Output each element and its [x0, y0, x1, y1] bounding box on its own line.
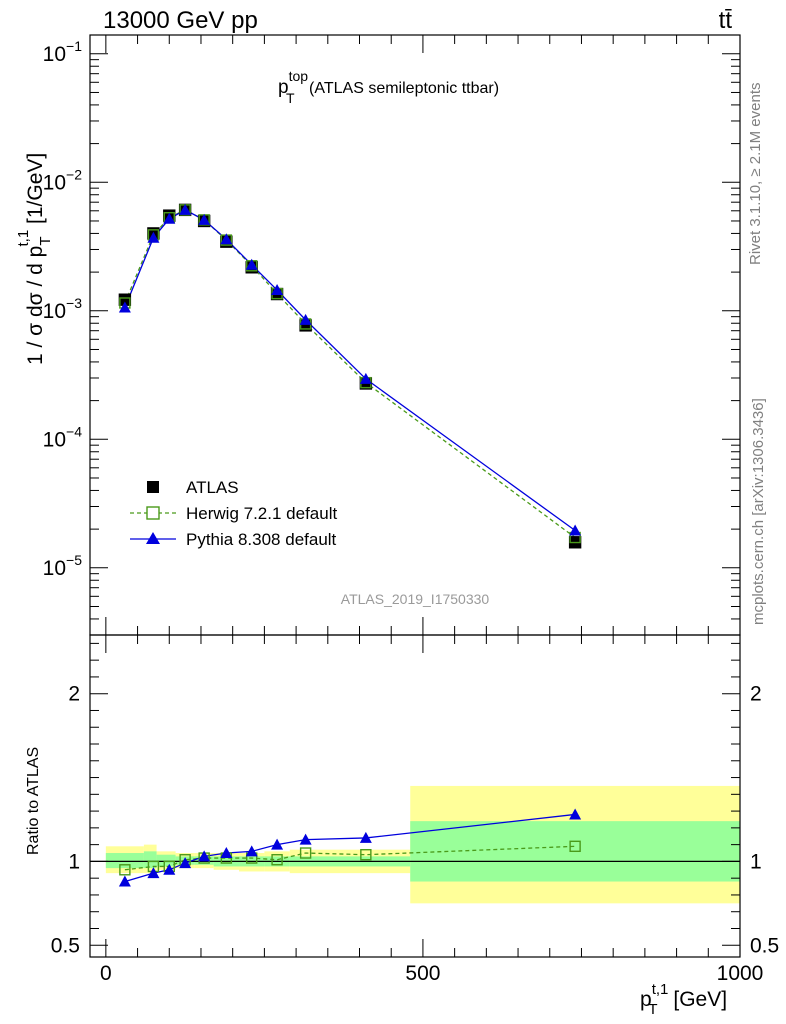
pythia-point: [299, 313, 312, 325]
pythia-ratio-point: [198, 850, 211, 862]
main-series-layer: [118, 203, 582, 549]
ratio-y-tick-label-right: 1: [750, 850, 762, 873]
ratio-frame: [89, 634, 741, 958]
process-label: tt̄: [719, 7, 733, 34]
pythia-point: [220, 233, 233, 245]
pythia-point: [569, 524, 582, 536]
uncertainty-band-inner: [143, 851, 157, 869]
legend-atlas-label: ATLAS: [186, 478, 239, 497]
pythia-point: [147, 231, 160, 243]
pythia-ratio-point: [147, 867, 160, 879]
pythia-ratio-point: [271, 838, 284, 850]
herwig-ratio-point: [119, 864, 131, 876]
ratio-y-tick-label: 0.5: [51, 934, 80, 957]
uncertainty-band-inner: [156, 854, 176, 867]
ratio-y-axis-label: Ratio to ATLAS: [25, 747, 42, 855]
ratio-y-ticks: 0.5 0.5 1 1 2 2: [51, 642, 779, 957]
main-y-tick-label: 10−3: [43, 295, 83, 323]
main-panel: ptop T (ATLAS semileptonic ttbar) 1 / σ d…: [15, 34, 741, 636]
main-title: ptop T (ATLAS semileptonic ttbar): [278, 68, 499, 106]
pythia-point: [163, 212, 176, 224]
energy-label: 13000 GeV pp: [103, 7, 258, 34]
ratio-y-tick-label-right: 2: [750, 683, 762, 706]
ratio-y-tick-label: 1: [68, 850, 80, 873]
pythia-ratio-point: [359, 831, 372, 843]
herwig-ratio-point: [569, 840, 581, 853]
ratio-x-ticks: 0 500 1000: [100, 635, 763, 985]
pythia-ratio-point: [179, 857, 192, 869]
legend-pythia-label: Pythia 8.308 default: [186, 530, 337, 549]
ratio-y-tick-label-right: 0.5: [750, 934, 779, 957]
ratio-series-layer: [118, 808, 582, 887]
pythia-ratio-point: [299, 833, 312, 845]
pythia-point: [118, 301, 131, 313]
legend-herwig-label: Herwig 7.2.1 default: [186, 504, 337, 523]
pythia-point: [271, 284, 284, 296]
herwig-ratio-line: [124, 845, 576, 871]
pythia-point: [359, 372, 372, 384]
main-y-tick-label: 10−2: [43, 166, 83, 194]
main-y-tick-label: 10−5: [43, 552, 83, 580]
legend-herwig-marker: [146, 506, 160, 520]
x-tick-label: 500: [405, 962, 440, 985]
main-y-axis-label: 1 / σ dσ / d pTt,1 [1/GeV]: [15, 153, 54, 365]
ratio-panel: Ratio to ATLAS 0.5 0.5 1 1 2 2 0 500 1000 pt,1 T…: [25, 634, 779, 1018]
herwig-ratio-point: [360, 848, 372, 861]
pythia-ratio-point: [163, 863, 176, 875]
pythia-ratio-point: [569, 808, 582, 820]
pythia-ratio-point: [220, 847, 233, 859]
uncertainty-band-inner: [105, 853, 144, 869]
herwig-ratio-point: [299, 847, 312, 859]
legend-atlas-marker: [147, 481, 159, 493]
x-tick-label: 0: [100, 962, 112, 985]
main-x-ticks: [105, 35, 741, 635]
x-axis-label: pt,1 T [GeV]: [640, 981, 727, 1018]
main-y-tick-label: 10−4: [43, 423, 83, 451]
pythia-ratio-point: [118, 875, 131, 887]
ratio-bands: [90, 785, 740, 904]
main-y-ticks: 10−1 10−2 10−3 10−4 10−5: [43, 38, 740, 636]
pythia-point: [245, 258, 258, 270]
x-tick-label: 1000: [717, 962, 764, 985]
ratio-y-tick-label: 2: [68, 683, 80, 706]
legend-pythia-marker: [146, 532, 160, 544]
pythia-ratio-point: [245, 845, 258, 857]
mcplots-label: mcplots.cern.ch [arXiv:1306.3436]: [750, 398, 767, 625]
rivet-version-label: Rivet 3.1.10, ≥ 2.1M events: [747, 83, 764, 266]
pythia-point: [198, 213, 211, 225]
legend: ATLAS Herwig 7.2.1 default Pythia 8.308 …: [130, 478, 337, 549]
herwig-ratio-point: [271, 854, 283, 866]
analysis-id-label: ATLAS_2019_I1750330: [341, 591, 490, 607]
herwig-line: [124, 209, 576, 539]
pythia-point: [179, 203, 192, 215]
main-y-tick-label: 10−1: [43, 38, 83, 66]
